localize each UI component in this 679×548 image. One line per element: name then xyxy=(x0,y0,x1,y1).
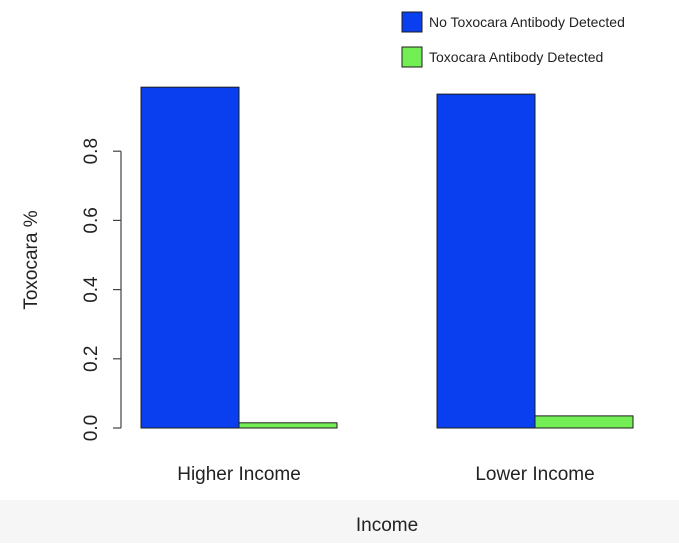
x-category-label: Higher Income xyxy=(177,464,301,485)
x-axis-title: Income xyxy=(356,515,418,536)
y-axis: 0.0 0.2 0.4 0.6 0.8 xyxy=(81,138,122,441)
bars xyxy=(140,86,634,429)
y-axis-title: Toxocara % xyxy=(21,210,42,309)
x-category-label: Lower Income xyxy=(475,464,594,485)
legend-label: Toxocara Antibody Detected xyxy=(429,49,603,65)
x-category-labels: Higher Income Lower Income xyxy=(177,464,594,485)
bar-antibody-higher xyxy=(238,422,338,429)
legend: No Toxocara Antibody Detected Toxocara An… xyxy=(401,11,625,68)
y-tick-label: 0.4 xyxy=(81,276,102,303)
legend-swatch xyxy=(401,11,423,33)
y-tick-label: 0.8 xyxy=(81,138,102,164)
bottom-band xyxy=(0,500,679,543)
y-tick-label: 0.0 xyxy=(81,415,102,441)
y-tick-label: 0.2 xyxy=(81,346,102,372)
legend-label: No Toxocara Antibody Detected xyxy=(429,14,625,30)
legend-swatch xyxy=(401,46,423,68)
bar-antibody-lower xyxy=(534,415,634,429)
y-tick-label: 0.6 xyxy=(81,207,102,233)
bar-no-antibody-lower xyxy=(436,93,536,429)
bar-no-antibody-higher xyxy=(140,86,240,429)
